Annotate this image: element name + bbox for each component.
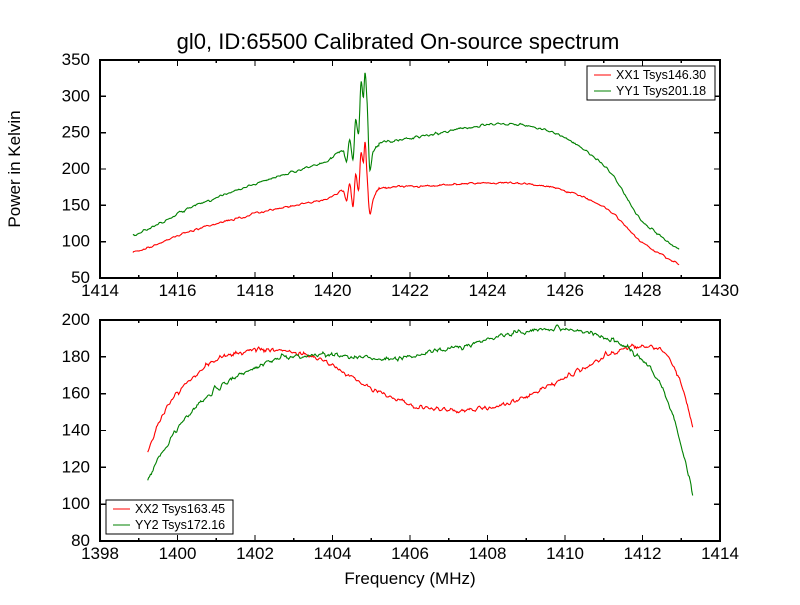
svg-text:200: 200 [62,310,90,329]
svg-text:XX2 Tsys163.45: XX2 Tsys163.45 [135,502,225,516]
svg-text:350: 350 [62,50,90,69]
svg-text:1410: 1410 [546,544,584,563]
svg-text:160: 160 [62,384,90,403]
svg-text:180: 180 [62,347,90,366]
svg-text:1424: 1424 [469,281,507,300]
svg-text:1414: 1414 [701,544,739,563]
svg-text:50: 50 [71,268,90,287]
svg-text:200: 200 [62,159,90,178]
svg-text:300: 300 [62,86,90,105]
svg-text:XX1 Tsys146.30: XX1 Tsys146.30 [616,68,706,82]
svg-text:YY2 Tsys172.16: YY2 Tsys172.16 [135,518,225,532]
svg-text:gl0, ID:65500 Calibrated On-so: gl0, ID:65500 Calibrated On-source spect… [177,29,620,54]
svg-text:1404: 1404 [314,544,352,563]
svg-text:1400: 1400 [159,544,197,563]
svg-text:120: 120 [62,457,90,476]
svg-text:150: 150 [62,195,90,214]
svg-text:250: 250 [62,123,90,142]
svg-text:1430: 1430 [701,281,739,300]
svg-text:1426: 1426 [546,281,584,300]
svg-text:1418: 1418 [236,281,274,300]
svg-text:100: 100 [62,232,90,251]
svg-text:1402: 1402 [236,544,274,563]
svg-text:1420: 1420 [314,281,352,300]
svg-text:100: 100 [62,494,90,513]
svg-text:YY1 Tsys201.18: YY1 Tsys201.18 [616,84,706,98]
svg-text:1406: 1406 [391,544,429,563]
svg-text:1408: 1408 [469,544,507,563]
svg-text:1412: 1412 [624,544,662,563]
svg-text:140: 140 [62,421,90,440]
svg-text:1428: 1428 [624,281,662,300]
svg-text:1422: 1422 [391,281,429,300]
svg-text:Power in Kelvin: Power in Kelvin [5,110,24,227]
svg-text:1416: 1416 [159,281,197,300]
svg-text:80: 80 [71,531,90,550]
svg-text:Frequency (MHz): Frequency (MHz) [344,569,475,588]
